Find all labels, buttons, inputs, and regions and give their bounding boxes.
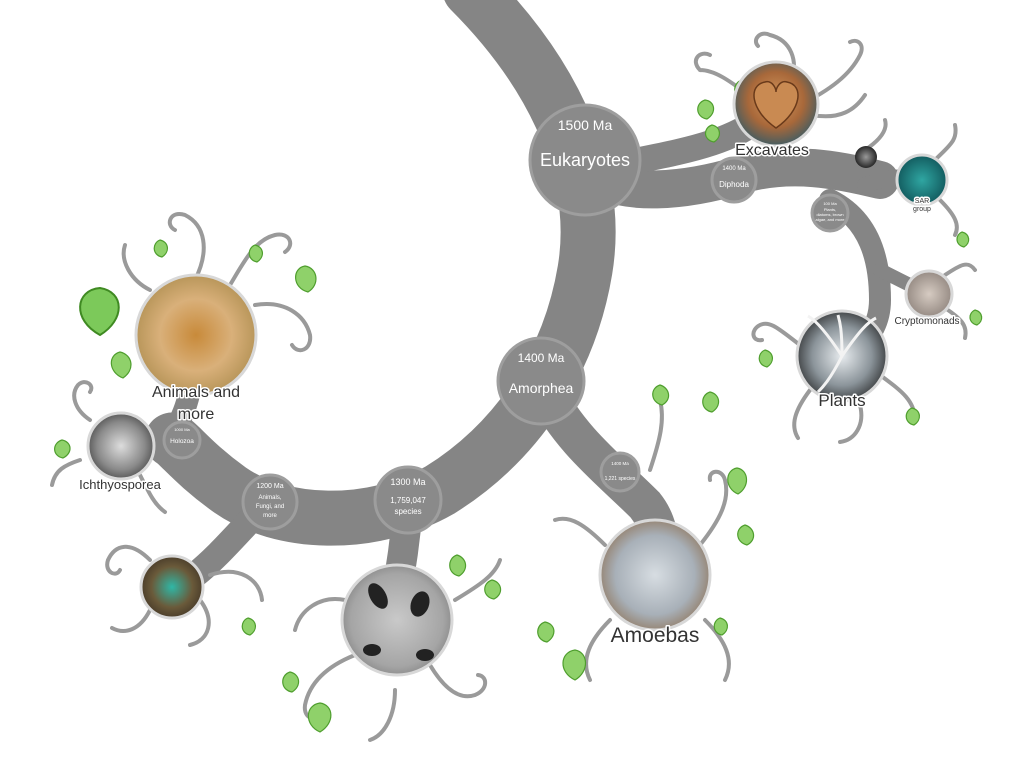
leaf-icon: [153, 239, 168, 258]
node-diphoda[interactable]: 1400 Ma Diphoda: [710, 156, 758, 204]
node-amoebozoa[interactable]: 1400 Ma 1,221 species: [599, 451, 641, 493]
trunk-branch: [144, 0, 616, 546]
holozoa-name: Holozoa: [170, 438, 194, 445]
animals-fungi-line3: more: [263, 513, 277, 519]
diphoda-age: 1400 Ma: [722, 166, 746, 172]
leaf-icon: [758, 349, 773, 368]
amoebas-photo[interactable]: [600, 520, 710, 630]
cryptomonads-photo[interactable]: [906, 271, 952, 317]
opisthokonta-age: 1300 Ma: [390, 477, 425, 487]
animals-photo[interactable]: [136, 275, 256, 395]
group-photos: [86, 60, 954, 677]
amorphea-age: 1400 Ma: [518, 351, 565, 365]
leaf-icon: [282, 671, 300, 693]
opisthokonta-line2: species: [394, 507, 421, 516]
excavates-label[interactable]: Excavates: [734, 141, 811, 161]
fungi-photo[interactable]: [141, 556, 203, 618]
leaf-icon: [449, 554, 467, 577]
amoebozoa-name: 1,221 species: [605, 476, 636, 482]
amoebozoa-age: 1400 Ma: [611, 461, 629, 466]
node-holozoa[interactable]: 1000 Ma Holozoa: [162, 420, 202, 460]
animals-label-line1[interactable]: Animals and: [150, 383, 241, 403]
leaf-icon: [295, 265, 317, 293]
leaf-icon: [652, 384, 670, 406]
group-labels: Excavates SAR group Cryptomonads Plants …: [78, 141, 961, 649]
leaf-icon: [697, 99, 715, 120]
leaf-icon: [110, 351, 132, 379]
leaf-icon: [537, 621, 555, 643]
plants-node-line3: algae, and more: [816, 217, 846, 222]
leaf-icon: [737, 524, 755, 546]
leaf-icon: [241, 617, 256, 636]
cryptomonads-label[interactable]: Cryptomonads: [893, 315, 961, 329]
animals-fungi-line2: Fungi, and: [256, 504, 284, 510]
node-plants-diatoms[interactable]: 100 Ma Plants, diatoms, brown algae, and…: [810, 193, 850, 233]
leaf-icon: [702, 391, 720, 413]
animals-fungi-line1: Animals,: [258, 495, 281, 501]
leaf-icon: [307, 702, 332, 733]
sar-photo[interactable]: [897, 155, 947, 205]
leaf-icon: [79, 286, 120, 337]
leaf-icon: [54, 439, 71, 459]
leaf-icon: [713, 617, 728, 636]
leaf-icon: [248, 244, 263, 263]
small-group-photo[interactable]: [855, 146, 877, 168]
ichthyosporea-photo[interactable]: [88, 413, 154, 479]
node-eukaryotes[interactable]: 1500 Ma Eukaryotes: [528, 103, 642, 217]
node-animals-fungi[interactable]: 1200 Ma Animals, Fungi, and more: [241, 473, 299, 531]
leaf-icon: [484, 579, 502, 600]
leaf-icon: [704, 124, 720, 143]
sar-label-line1[interactable]: SAR: [913, 197, 930, 207]
amorphea-name: Amorphea: [509, 380, 574, 396]
sar-label-line2[interactable]: group: [912, 205, 933, 215]
animals-label-line2[interactable]: more: [176, 405, 216, 425]
diphoda-name: Diphoda: [719, 180, 749, 189]
eukaryotes-name: Eukaryotes: [540, 150, 630, 170]
holozoa-age: 1000 Ma: [174, 427, 190, 432]
leaf-icon: [969, 309, 983, 326]
leaf-icon: [956, 231, 970, 248]
animals-fungi-age: 1200 Ma: [256, 483, 283, 490]
amoebas-label[interactable]: Amoebas: [609, 623, 701, 649]
plants-node-age: 100 Ma: [823, 201, 837, 206]
plants-node-line1: Plants,: [824, 207, 836, 212]
plants-node-line2: diatoms, brown: [816, 212, 843, 217]
plants-label[interactable]: Plants: [817, 390, 867, 412]
leaf-icon: [562, 649, 587, 681]
node-amorphea[interactable]: 1400 Ma Amorphea: [496, 336, 586, 426]
eukaryotes-age: 1500 Ma: [558, 117, 613, 133]
leaf-icon: [727, 467, 748, 495]
ichthyosporea-label[interactable]: Ichthyosporea: [78, 476, 163, 494]
node-opisthokonta[interactable]: 1300 Ma 1,759,047 species: [373, 465, 443, 535]
leaf-icon: [905, 407, 920, 426]
opisthokonta-line1: 1,759,047: [390, 496, 426, 505]
